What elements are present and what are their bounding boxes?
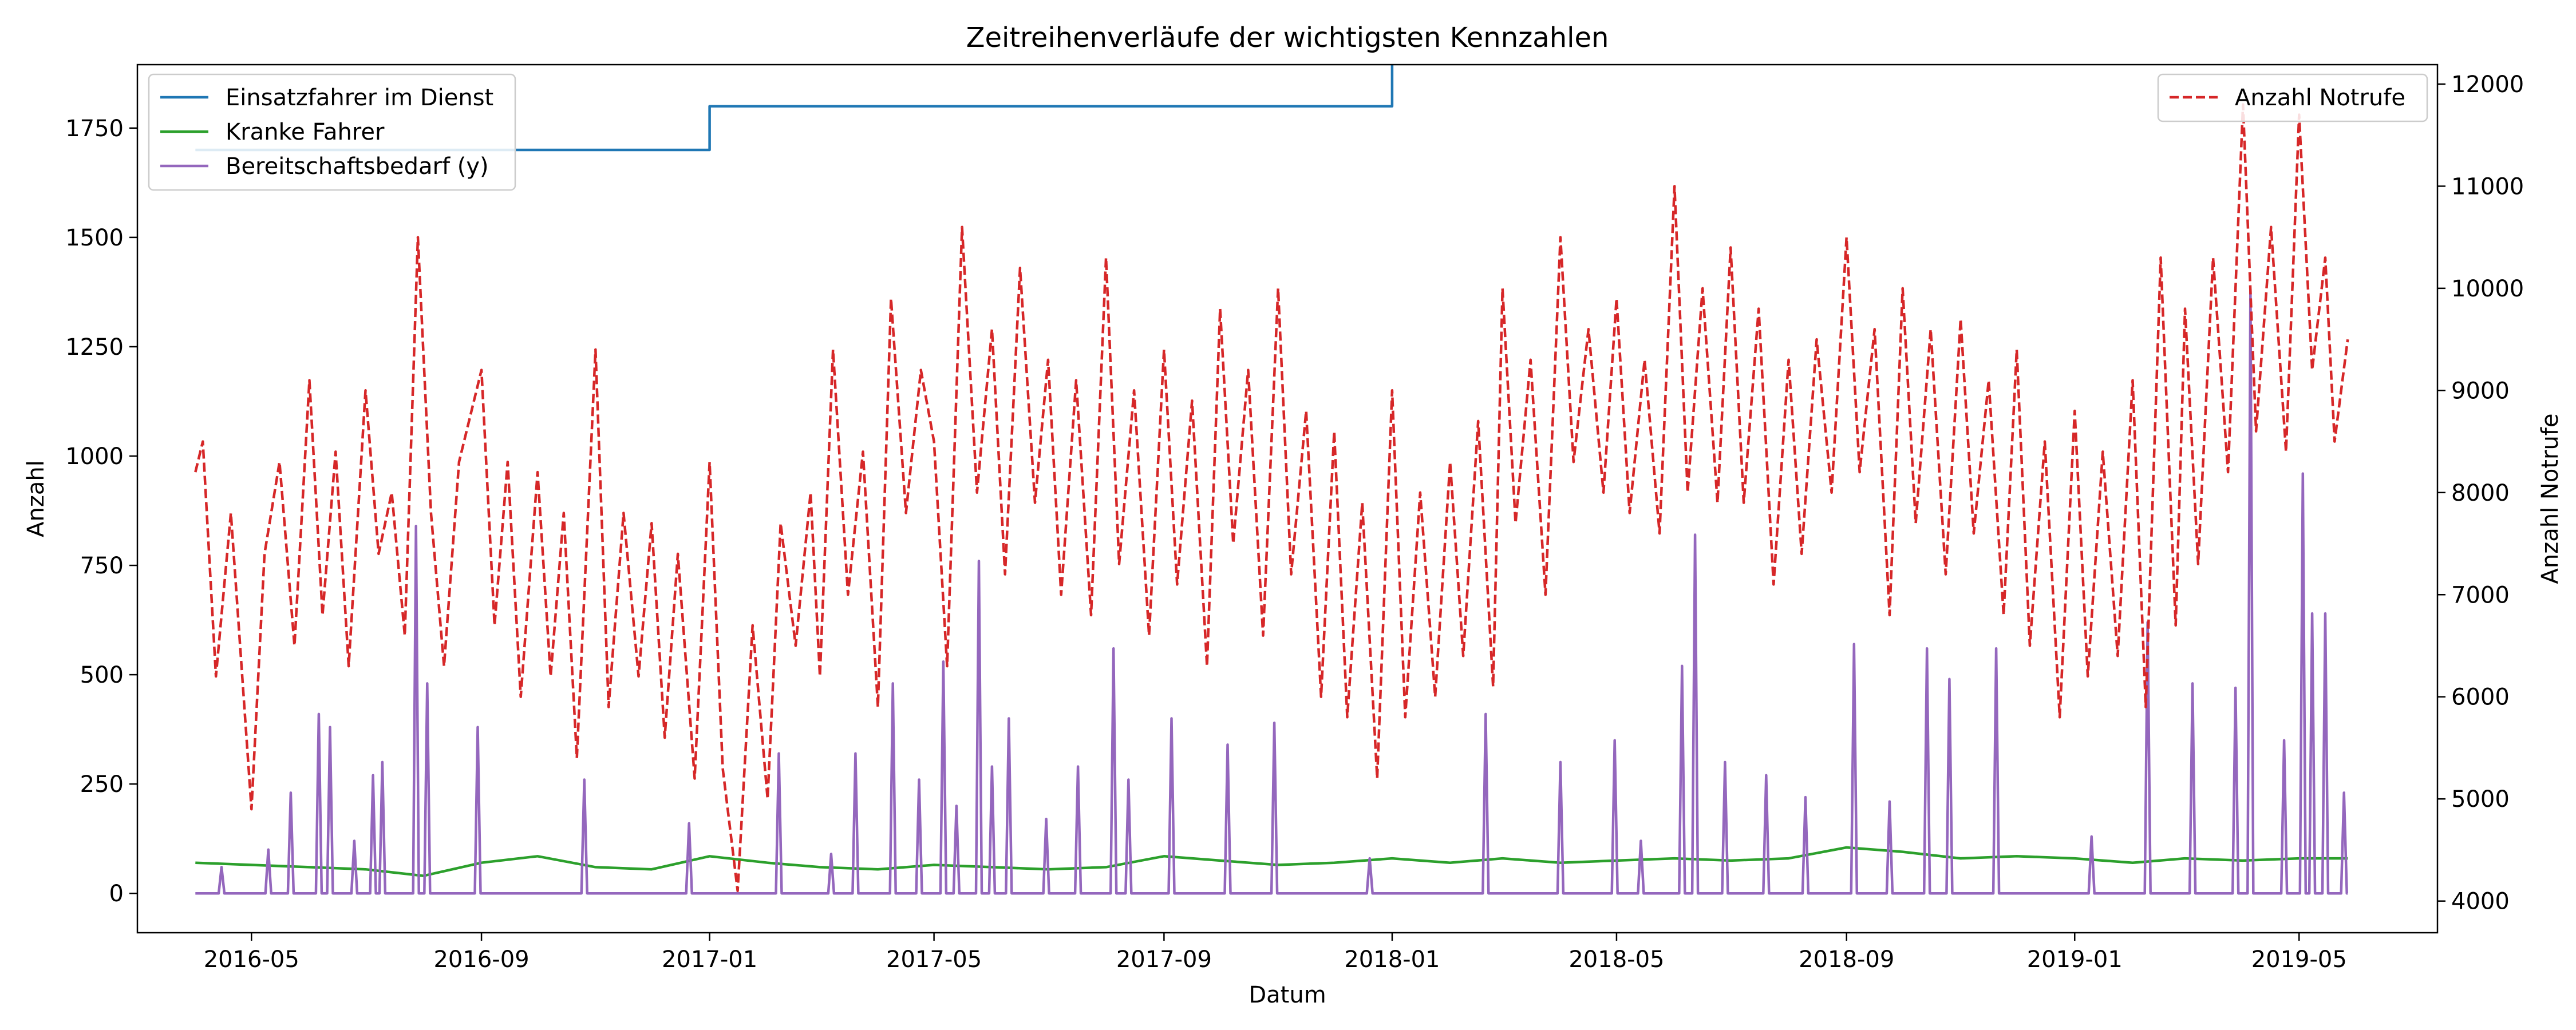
y-tick-label: 1500 (65, 225, 124, 251)
y-right-tick-label: 5000 (2451, 786, 2510, 813)
series-line-1 (195, 65, 1394, 152)
y-right-tick-label: 6000 (2451, 684, 2510, 711)
x-tick-label: 2017-05 (886, 946, 982, 973)
x-tick-label: 2018-09 (1799, 946, 1894, 973)
x-axis-title: Datum (1249, 982, 1326, 1008)
x-tick-label: 2017-01 (662, 946, 757, 973)
series-line-3 (195, 288, 2348, 895)
legend-box (2157, 73, 2428, 122)
y-right-tick-label: 10000 (2451, 276, 2524, 302)
y-right-tick-label: 7000 (2451, 582, 2510, 608)
y-tick-label: 250 (80, 771, 124, 798)
y-axis-left: 0 250 500 750 1000 1250 1500 1750 (65, 116, 137, 907)
plot-area (194, 65, 2349, 895)
x-tick-label: 2019-05 (2251, 946, 2347, 973)
y-tick-label: 500 (80, 662, 124, 688)
x-axis: 2016-05 2016-09 2017-01 2017-05 2017-09 2018-… (204, 933, 2347, 973)
x-tick-label: 2018-05 (1568, 946, 1664, 973)
x-tick-label: 2018-01 (1344, 946, 1440, 973)
y-tick-label: 750 (80, 553, 124, 579)
series-line-4 (194, 103, 2349, 893)
y-right-tick-label: 4000 (2451, 889, 2510, 915)
legend-right: Anzahl Notrufe (2157, 73, 2428, 122)
y-tick-label: 1000 (65, 443, 124, 470)
y-axis-right-title: Anzahl Notrufe (2537, 414, 2563, 584)
chart-title: Zeitreihenverläufe der wichtigsten Kennz… (966, 22, 1609, 54)
y-right-tick-label: 9000 (2451, 378, 2510, 404)
y-tick-label: 0 (109, 881, 124, 907)
y-axis-right: 4000 5000 6000 7000 8000 9000 10000 11000 12000 (2437, 72, 2524, 915)
legend-label: Einsatzfahrer im Dienst (226, 85, 493, 111)
y-tick-label: 1250 (65, 334, 124, 360)
x-tick-label: 2019-01 (2027, 946, 2123, 973)
y-right-tick-label: 12000 (2451, 72, 2524, 98)
legend-left: Einsatzfahrer im Dienst Kranke Fahrer Bere… (148, 73, 516, 191)
x-tick-label: 2016-09 (433, 946, 529, 973)
x-tick-label: 2016-05 (204, 946, 299, 973)
legend-label: Kranke Fahrer (226, 119, 385, 145)
y-axis-title: Anzahl (23, 460, 49, 537)
y-tick-label: 1750 (65, 116, 124, 142)
x-tick-label: 2017-09 (1116, 946, 1212, 973)
y-right-tick-label: 8000 (2451, 480, 2510, 506)
legend-label: Anzahl Notrufe (2235, 85, 2405, 111)
plot-frame (136, 64, 2439, 934)
y-right-tick-label: 11000 (2451, 173, 2524, 200)
legend-label: Bereitschaftsbedarf (y) (226, 153, 489, 180)
legend-box (148, 73, 516, 191)
